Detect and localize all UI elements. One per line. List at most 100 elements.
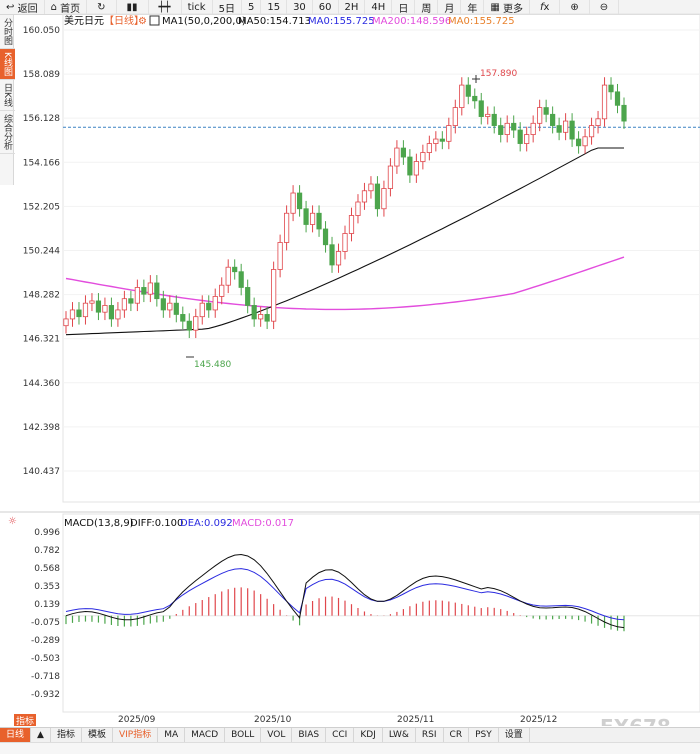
settings-icon[interactable]: ⚙ [138,16,147,27]
period-5[interactable]: 5 [242,0,262,14]
price-tick: 142.398 [23,423,60,433]
tick-button[interactable]: tick [182,0,213,14]
date-axis: 2025/09 2025/10 2025/11 2025/12 [118,715,557,725]
legend-symbol: 美元日元 [64,14,104,27]
period-30[interactable]: 30 [287,0,313,14]
candle-body [452,107,458,126]
zoom-out-button[interactable]: ⊖ [590,0,620,14]
tab-vol[interactable]: VOL [261,728,293,742]
candle-body [582,136,588,147]
tab-bias[interactable]: BIAS [292,728,327,742]
candle-body [504,122,510,135]
macd-sun-icon[interactable]: ☼ [8,516,17,527]
side-tab-1[interactable]: K线图 [0,49,15,80]
macd-axis: 0.996 0.782 0.568 0.353 0.139 -0.075 -0.289 -0.… [31,528,60,700]
tab-kdj[interactable]: KDJ [354,728,383,742]
tab-macd[interactable]: MACD [185,728,226,742]
candle-body [413,161,419,176]
price-tick: 156.128 [23,114,60,124]
candle-body [595,118,601,126]
tab-rsi[interactable]: RSI [416,728,444,742]
period-year[interactable]: 年 [461,0,485,14]
candle-body [550,113,556,126]
formula-button[interactable]: fx [530,0,561,14]
tab-arrow[interactable]: ▲ [31,728,51,742]
diff-line [65,553,625,629]
candle-body [108,305,115,320]
candle-body [459,84,465,108]
price-panel-frame [62,13,700,503]
candle-body [115,309,121,320]
period-60[interactable]: 60 [313,0,339,14]
indicator-chart-button[interactable]: ▮▮ [117,0,149,14]
candle-body [296,192,303,210]
period-month[interactable]: 月 [438,0,462,14]
candle-body [238,271,244,288]
period-2h[interactable]: 2H [339,0,366,14]
legend-period[interactable]: 【日线】 [104,14,144,27]
tab-boll[interactable]: BOLL [225,728,262,742]
macd-tick: 0.782 [34,546,60,556]
candle-body [491,113,497,126]
macd-diff: DIFF:0.100 [130,518,183,529]
candle-body [258,314,264,320]
refresh-icon: ↻ [97,1,106,13]
period-15[interactable]: 15 [261,0,288,14]
date-label-3: 2025/12 [520,715,557,725]
indicator-tabs: 日线 ▲ 指标 模板 VIP指标 MA MACD BOLL VOL BIAS C… [0,727,700,742]
ma-checkbox-icon[interactable] [149,15,160,26]
candle-body [284,212,290,243]
macd-panel-frame [62,513,700,713]
candle-body [517,129,523,144]
side-tab-2[interactable]: 日K线 [0,80,15,111]
kline-button[interactable]: ┿┿ [149,0,182,14]
tab-lw[interactable]: LW& [383,728,416,742]
zoom-in-button[interactable]: ⊕ [560,0,590,14]
candle-body [290,192,296,214]
macd-tick: -0.075 [31,618,60,628]
macd-tick: 0.568 [34,564,60,574]
ma50-line [65,147,624,336]
candle-body [381,188,387,210]
tab-settings[interactable]: 设置 [499,728,530,742]
period-day[interactable]: 日 [392,0,416,14]
chart-canvas: 美元日元 【日线】 ⚙ MA1(50,0,200,0) MA50:154.713… [0,13,700,726]
back-button[interactable]: ↩ 返回 [0,0,45,14]
left-corner-label: 指标 [16,715,34,726]
candle-body [543,107,549,115]
tab-template[interactable]: 模板 [82,728,113,742]
more-button[interactable]: ▦ 更多 [484,0,530,14]
candle-body [537,107,543,124]
candle-body [361,190,368,203]
tab-cci[interactable]: CCI [326,728,355,742]
refresh-button[interactable]: ↻ [87,0,117,14]
candle-body [154,282,160,300]
low-label: 145.480 [194,360,231,370]
tab-ma[interactable]: MA [158,728,186,742]
candle-body [394,147,400,167]
macd-tick: -0.289 [31,636,60,646]
candle-body [63,318,69,327]
date-label-1: 2025/10 [254,715,292,725]
candle-body [478,100,484,117]
candle-body [524,134,530,144]
left-corner-tab[interactable] [14,714,36,726]
tab-daily[interactable]: 日线 [0,728,32,742]
home-button[interactable]: ⌂ 首页 [45,0,88,14]
period-5day[interactable]: 5日 [213,0,242,14]
tab-vip[interactable]: VIP指标 [113,728,159,742]
tab-cr[interactable]: CR [444,728,470,742]
tab-psy[interactable]: PSY [469,728,499,742]
candle-body [608,84,614,93]
period-4h[interactable]: 4H [365,0,393,14]
candle-body [199,302,205,318]
period-week[interactable]: 周 [415,0,439,14]
macd-tick: 0.996 [34,528,60,538]
candle-body [569,120,575,140]
side-tab-3[interactable]: 综合分析 [0,111,15,154]
candle-body [621,104,627,122]
tab-indicator[interactable]: 指标 [51,728,82,742]
dea-line [65,568,625,621]
side-tab-0[interactable]: 分时图 [0,15,15,49]
low-annotation: 145.480 [186,356,231,370]
